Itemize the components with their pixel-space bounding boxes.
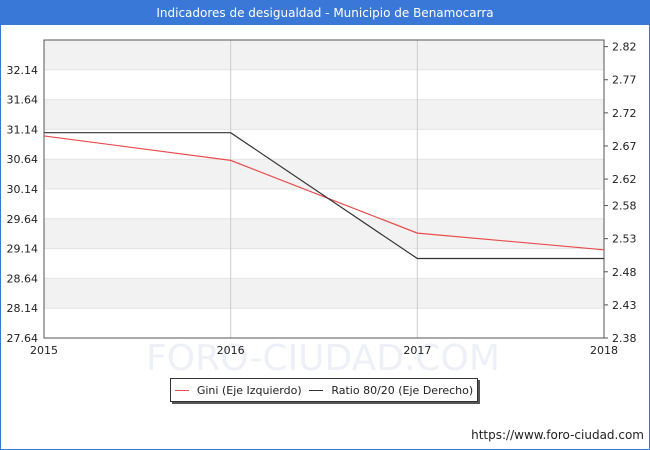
legend-swatch-gini (174, 389, 189, 391)
left-tick-label: 27.64 (7, 332, 39, 345)
left-tick-label: 30.64 (7, 153, 39, 166)
x-tick-label: 2018 (590, 344, 618, 357)
watermark: FORO-CIUDAD.COM (146, 338, 500, 379)
right-tick-label: 2.82 (612, 41, 637, 54)
series-lines (43, 132, 605, 260)
left-tick-label: 29.14 (7, 243, 39, 256)
right-tick-label: 2.62 (612, 173, 637, 186)
x-tick-label: 2015 (30, 344, 58, 357)
legend: Gini (Eje Izquierdo) Ratio 80/20 (Eje De… (170, 378, 478, 402)
right-tick-label: 2.67 (612, 140, 637, 153)
plot-band (44, 40, 604, 70)
right-tick-label: 2.58 (612, 200, 637, 213)
plot-bands (44, 40, 604, 309)
x-tick-label: 2017 (403, 344, 431, 357)
plot-band (44, 278, 604, 309)
right-tick-label: 2.53 (612, 233, 637, 246)
legend-item-ratio: Ratio 80/20 (Eje Derecho) (309, 384, 473, 397)
left-tick-label: 31.64 (7, 94, 39, 107)
plot-area-border (43, 39, 605, 339)
source-url[interactable]: https://www.foro-ciudad.com (471, 428, 644, 442)
legend-label-ratio: Ratio 80/20 (Eje Derecho) (331, 383, 474, 397)
left-tick-label: 31.14 (7, 123, 39, 136)
legend-label-gini: Gini (Eje Izquierdo) (196, 383, 302, 397)
right-tick-label: 2.72 (612, 107, 637, 120)
left-tick-label: 28.64 (7, 272, 39, 285)
x-tick-label: 2016 (217, 344, 245, 357)
plot-band (44, 99, 604, 130)
right-axis-ticks: 2.38 2.43 2.48 2.53 2.58 2.62 2.67 2.72 2.77 2.82 (604, 41, 637, 345)
left-axis-ticks: 27.64 28.14 28.64 29.14 29.64 30.14 30.64 31.14… (7, 64, 39, 345)
right-tick-label: 2.43 (612, 299, 637, 312)
x-axis-ticks: 2015 2016 2017 2018 (30, 344, 618, 357)
right-tick-label: 2.77 (612, 74, 637, 87)
chart-title: Indicadores de desigualdad - Municipio d… (1, 1, 649, 25)
plot-band (44, 159, 604, 189)
right-tick-label: 2.48 (612, 266, 637, 279)
legend-swatch-ratio (309, 389, 324, 391)
legend-item-gini: Gini (Eje Izquierdo) (174, 383, 302, 397)
right-tick-label: 2.38 (612, 332, 637, 345)
left-tick-label: 30.14 (7, 183, 39, 196)
plot-band (44, 218, 604, 249)
left-tick-label: 29.64 (7, 213, 39, 226)
series-line-ratio (44, 132, 604, 260)
series-line-gini (43, 135, 605, 251)
left-tick-label: 28.14 (7, 302, 39, 315)
left-tick-label: 32.14 (7, 64, 39, 77)
